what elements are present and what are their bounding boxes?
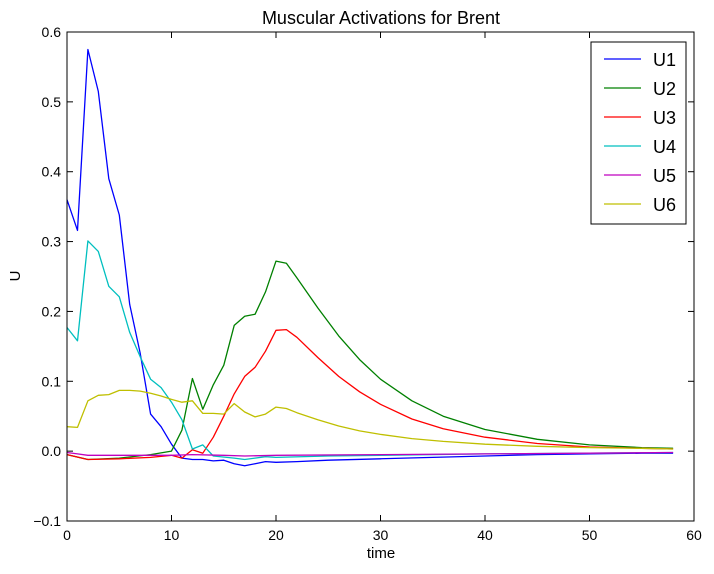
legend-label-u2: U2: [653, 79, 676, 99]
y-tick-label: 0.2: [42, 303, 62, 319]
series-line-u1: [66, 48, 674, 467]
legend-label-u1: U1: [653, 50, 676, 70]
y-tick-label: 0.3: [42, 234, 62, 250]
y-tick-label: 0.4: [42, 164, 62, 180]
legend-label-u6: U6: [653, 195, 676, 215]
y-tick-label: 0.6: [42, 24, 62, 40]
x-tick-label: 40: [477, 527, 493, 543]
series-layer: [66, 48, 674, 467]
series-line-u2: [66, 260, 674, 461]
legend-label-u4: U4: [653, 137, 676, 157]
x-tick-label: 20: [268, 527, 284, 543]
x-tick-label: 60: [686, 527, 702, 543]
legend-label-u5: U5: [653, 166, 676, 186]
chart-title: Muscular Activations for Brent: [262, 8, 500, 28]
legend-box: [590, 41, 687, 225]
x-tick-label: 0: [63, 527, 71, 543]
y-tick-label: 0.5: [42, 94, 62, 110]
x-tick-label: 10: [164, 527, 180, 543]
y-tick-label: 0.0: [42, 443, 62, 459]
x-tick-label: 50: [582, 527, 598, 543]
ticks-layer: 0 10 20 30 40 50 60 −0.1 0.0 0.1 0.2 0.3 0.4 0.5 0.6: [33, 24, 702, 543]
series-line-u4: [66, 240, 674, 461]
y-tick-label: −0.1: [33, 513, 61, 529]
legend-label-u3: U3: [653, 108, 676, 128]
series-line-u5: [66, 451, 674, 457]
x-axis-label: time: [367, 545, 395, 562]
legend: U1 U2 U3 U4 U5 U6: [590, 41, 687, 225]
y-axis-label: U: [7, 271, 24, 282]
y-tick-label: 0.1: [42, 373, 62, 389]
series-line-u3: [66, 328, 674, 461]
series-line-u6: [66, 389, 674, 450]
x-tick-label: 30: [373, 527, 389, 543]
